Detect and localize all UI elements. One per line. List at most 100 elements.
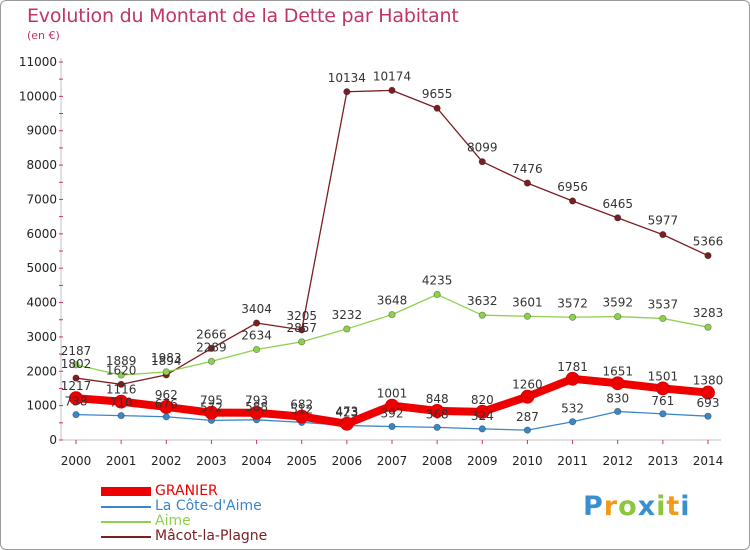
x-tick-label: 2008: [422, 454, 453, 468]
x-tick-label: 2002: [151, 454, 182, 468]
y-tick-label: 5000: [26, 261, 57, 275]
data-point: [433, 423, 441, 431]
data-label: 1380: [693, 374, 724, 388]
data-point: [614, 312, 622, 321]
y-tick-label: 1000: [26, 399, 57, 413]
data-label: 693: [697, 396, 720, 410]
logo-letter: r: [603, 491, 619, 522]
data-label: 3601: [512, 295, 543, 309]
x-tick-label: 2006: [332, 454, 363, 468]
data-point: [704, 412, 712, 420]
data-point: [207, 357, 216, 365]
data-label: 1802: [61, 357, 92, 371]
x-tick-label: 2013: [648, 454, 679, 468]
data-label: 3232: [332, 308, 363, 322]
logo-letter: o: [618, 491, 638, 522]
data-point: [430, 403, 445, 418]
data-point: [249, 405, 264, 420]
data-point: [162, 368, 170, 376]
logo-letter: x: [637, 491, 657, 522]
data-point: [614, 407, 622, 416]
data-point: [388, 311, 396, 319]
data-label: 5977: [648, 214, 679, 228]
data-point: [162, 413, 170, 421]
data-point: [207, 344, 216, 352]
data-point: [565, 371, 580, 386]
data-label: 3205: [286, 309, 317, 323]
data-point: [614, 214, 622, 222]
data-label: 3632: [467, 294, 498, 308]
y-tick-label: 4000: [26, 296, 57, 310]
data-point: [343, 88, 351, 96]
data-label: 795: [200, 394, 223, 408]
data-label: 830: [606, 391, 629, 405]
data-label: 1260: [512, 378, 543, 392]
data-label: 5366: [693, 235, 724, 249]
data-label: 710: [110, 396, 133, 410]
data-point: [659, 314, 667, 323]
x-tick-label: 2000: [61, 454, 92, 468]
legend-label: Aime: [155, 513, 191, 529]
data-label: 682: [290, 398, 313, 412]
data-label: 1781: [557, 360, 588, 374]
logo-letter: i: [680, 491, 691, 522]
data-label: 1889: [106, 354, 137, 368]
data-label: 9655: [422, 87, 453, 101]
data-point: [252, 319, 261, 327]
legend-label: La Côte-d'Aime: [155, 498, 262, 514]
data-point: [117, 380, 125, 388]
data-point: [339, 416, 354, 431]
logo-letter: P: [583, 491, 604, 522]
data-point: [114, 394, 129, 409]
data-label: 7476: [512, 162, 543, 176]
y-tick-label: 11000: [19, 55, 57, 69]
data-label: 2187: [61, 344, 92, 358]
data-label: 3283: [693, 306, 724, 320]
x-tick-label: 2007: [377, 454, 408, 468]
data-label: 3592: [602, 296, 633, 310]
y-tick-label: 7000: [26, 192, 57, 206]
data-label: 2289: [196, 340, 227, 354]
legend-label: GRANIER: [155, 483, 218, 499]
data-label: 1894: [151, 354, 182, 368]
data-label: 1001: [377, 387, 408, 401]
data-label: 3537: [648, 297, 679, 311]
data-label: 793: [245, 394, 268, 408]
data-label: 738: [65, 395, 88, 409]
data-point: [298, 338, 306, 346]
y-tick-label: 0: [49, 433, 57, 447]
data-point: [520, 389, 535, 404]
legend-swatch: [101, 487, 151, 496]
data-label: 588: [245, 400, 268, 414]
data-point: [478, 158, 486, 166]
data-point: [523, 312, 532, 320]
data-point: [659, 231, 667, 239]
logo-letter: i: [656, 491, 667, 522]
data-point: [568, 418, 577, 426]
data-point: [523, 179, 532, 187]
data-point: [568, 197, 577, 205]
data-point: [294, 409, 309, 424]
x-tick-label: 2009: [467, 454, 498, 468]
data-label: 287: [516, 410, 539, 424]
data-point: [252, 345, 261, 354]
legend-swatch: [101, 536, 151, 538]
data-point: [701, 385, 715, 400]
legend-swatch: [101, 506, 151, 508]
data-label: 10174: [373, 69, 411, 83]
data-point: [433, 290, 441, 299]
data-point: [385, 398, 399, 413]
data-point: [478, 311, 486, 319]
proxiti-logo: Proxiti: [583, 491, 691, 522]
data-label: 1651: [602, 364, 633, 378]
data-label: 962: [155, 388, 178, 402]
data-label: 512: [290, 402, 313, 416]
data-label: 473: [335, 405, 358, 419]
data-label: 676: [155, 397, 178, 411]
data-point: [704, 252, 712, 260]
data-label: 368: [426, 407, 449, 421]
data-point: [388, 422, 396, 431]
data-label: 6956: [557, 180, 588, 194]
data-label: 1983: [151, 351, 182, 365]
